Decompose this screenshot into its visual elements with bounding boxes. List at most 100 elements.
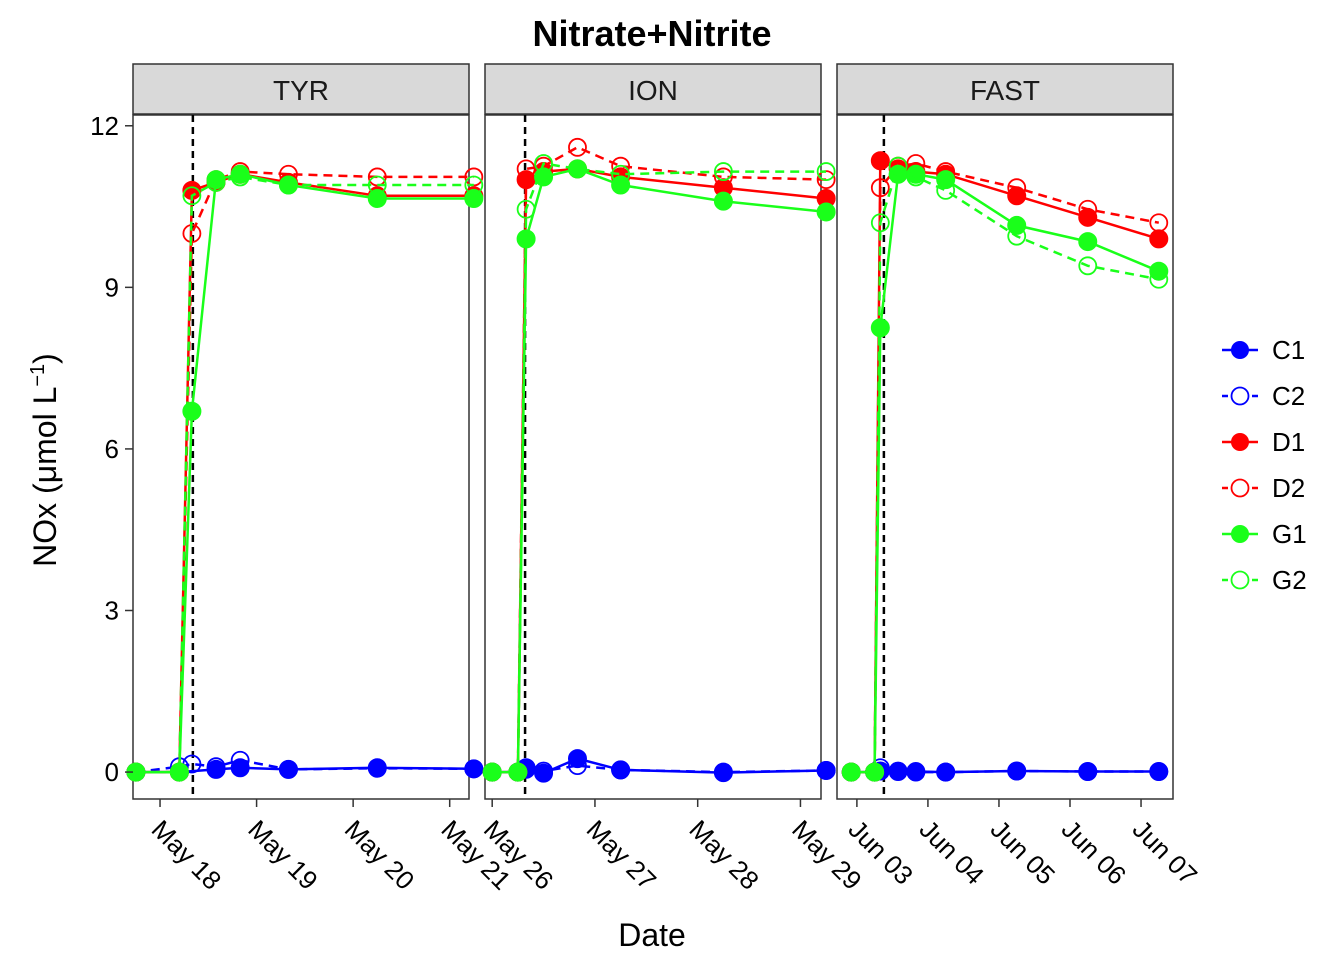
legend: C1 C2 D1 D2 G1 G2 [1222, 335, 1307, 595]
x-tick-label: May 20 [339, 814, 421, 896]
point-d2 [1149, 213, 1169, 233]
series-g2 [126, 167, 484, 782]
x-tick-label: Jun 04 [914, 814, 990, 890]
point-g2 [1078, 256, 1098, 276]
point-c2 [230, 750, 250, 770]
y-axis-title-main: NOx (μmol L [27, 387, 63, 567]
legend-label: D2 [1272, 473, 1305, 503]
legend-item-g2: G2 [1222, 565, 1307, 595]
point-g2 [508, 762, 528, 782]
legend-item-c2: C2 [1222, 381, 1305, 411]
legend-label: D1 [1272, 427, 1305, 457]
point-d2 [816, 170, 836, 190]
point-g1 [182, 401, 202, 421]
series-line-c2 [851, 766, 1159, 774]
legend-label: C1 [1272, 335, 1305, 365]
point-d1 [1149, 229, 1169, 249]
x-tick-label: Jun 05 [985, 814, 1061, 890]
series-line-g2 [135, 175, 474, 774]
point-c2 [816, 761, 836, 780]
legend-item-d1: D1 [1222, 427, 1305, 457]
point-g2 [936, 181, 956, 200]
y-tick-label: 9 [105, 272, 119, 302]
y-tick-label: 12 [90, 111, 119, 141]
point-g1 [534, 167, 554, 187]
point-g1 [464, 188, 484, 208]
point-c2 [464, 759, 484, 779]
point-c2 [568, 756, 587, 776]
series-line-g2 [851, 164, 1160, 774]
point-c2 [367, 758, 387, 778]
legend-key-point [1230, 478, 1250, 498]
x-tick-label: May 28 [683, 814, 765, 896]
point-c2 [713, 762, 733, 782]
point-d2 [611, 156, 631, 176]
legend-key-point [1231, 341, 1249, 359]
point-c2 [611, 760, 631, 780]
strip-label: TYR [273, 75, 329, 106]
x-tick-label: Jun 07 [1127, 814, 1203, 890]
point-c2 [1007, 761, 1027, 781]
point-g2 [367, 175, 387, 195]
point-d2 [1007, 178, 1027, 198]
y-axis-title-unit-sup: −1 [27, 364, 49, 387]
point-g2 [816, 162, 836, 181]
y-axis-title-close: ) [27, 353, 63, 364]
series-g2 [841, 156, 1169, 782]
legend-item-g1: G1 [1222, 519, 1307, 549]
plot-area [484, 114, 822, 800]
strip-background [132, 63, 470, 115]
series-line-d2 [135, 170, 474, 774]
legend-item-d2: D2 [1222, 473, 1305, 503]
point-g2 [169, 762, 189, 782]
series-line-g2 [492, 162, 827, 774]
y-tick-label: 0 [105, 757, 119, 787]
point-c1 [567, 749, 587, 769]
series-line-g1 [492, 167, 827, 774]
series-g2 [482, 154, 836, 782]
point-d2 [1078, 199, 1098, 219]
point-g1 [1078, 232, 1098, 252]
point-d2 [568, 137, 587, 157]
point-g2 [713, 162, 733, 181]
point-g2 [1149, 269, 1169, 289]
legend-key-point [1230, 570, 1250, 590]
point-g2 [206, 172, 226, 192]
point-g2 [464, 175, 484, 195]
legend-item-c1: C1 [1222, 335, 1305, 365]
x-tick-label: May 19 [242, 814, 324, 896]
point-g2 [870, 213, 890, 233]
point-c2 [1149, 762, 1169, 781]
point-g1 [367, 188, 387, 208]
legend-key-point [1231, 525, 1249, 543]
legend-label: G1 [1272, 519, 1307, 549]
legend-key-point [1231, 433, 1249, 451]
point-g1 [816, 202, 836, 222]
point-g1 [713, 191, 733, 211]
chart-title: Nitrate+Nitrite [532, 13, 771, 54]
point-c2 [279, 759, 298, 779]
y-axis-title: NOx (μmol L−1) [27, 353, 63, 567]
point-c2 [534, 761, 553, 781]
legend-label: G2 [1272, 565, 1307, 595]
point-g2 [568, 159, 587, 179]
point-g2 [534, 154, 553, 173]
point-g2 [230, 167, 250, 187]
point-d2 [713, 167, 733, 187]
point-g2 [841, 762, 861, 782]
point-c2 [206, 757, 226, 777]
y-tick-label: 3 [105, 595, 119, 625]
point-g2 [279, 175, 298, 195]
point-d1 [870, 151, 890, 171]
point-g2 [906, 167, 926, 187]
point-c2 [936, 762, 956, 782]
point-c2 [1078, 762, 1098, 781]
y-tick-label: 6 [105, 434, 119, 464]
series-line-g1 [135, 172, 474, 774]
point-g2 [611, 164, 631, 184]
point-c1 [230, 758, 250, 778]
x-tick-label: Jun 06 [1056, 814, 1132, 890]
point-g2 [182, 186, 202, 206]
